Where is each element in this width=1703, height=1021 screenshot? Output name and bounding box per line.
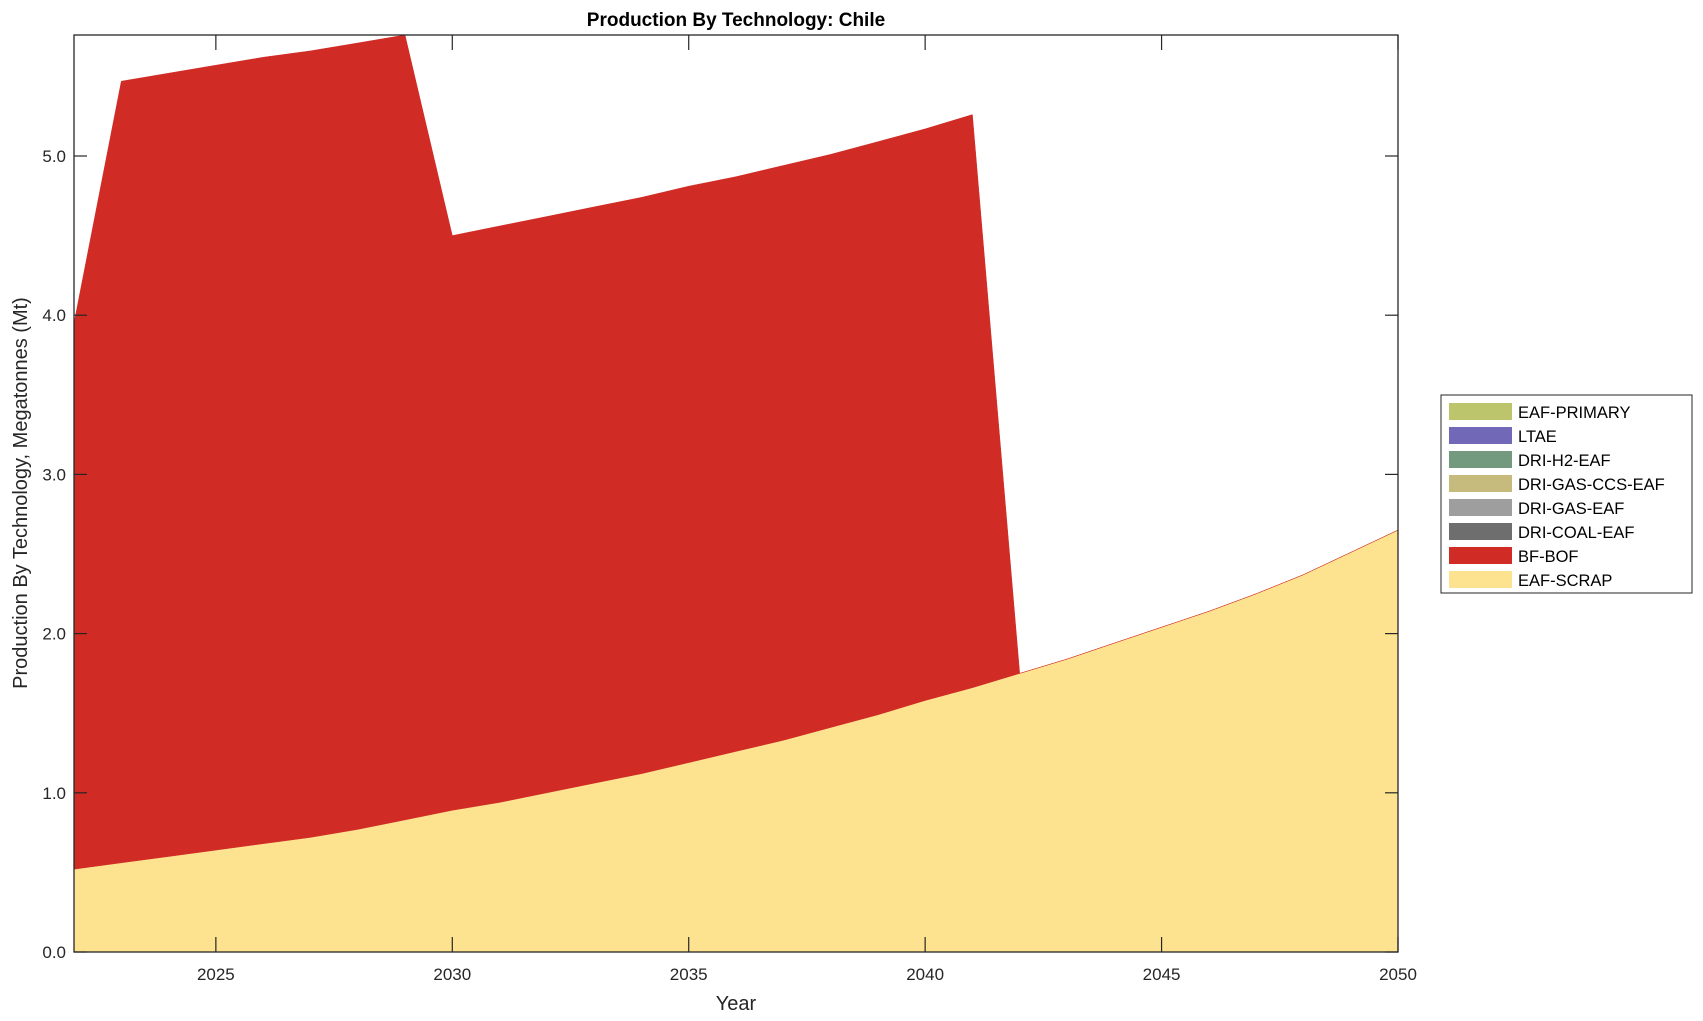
y-tick-label: 5.0	[42, 147, 66, 166]
legend-swatch-dri-gas-ccs-eaf	[1449, 475, 1512, 492]
y-tick-label: 4.0	[42, 306, 66, 325]
x-tick-label: 2025	[197, 965, 235, 984]
y-axis-label: Production By Technology, Megatonnes (Mt…	[10, 297, 32, 689]
area-bf-bof	[73, 34, 1399, 870]
plot-frame	[73, 34, 1399, 953]
legend-swatch-eaf-scrap	[1449, 571, 1512, 588]
legend-swatch-dri-h2-eaf	[1449, 451, 1512, 468]
x-tick-label: 2040	[906, 965, 944, 984]
x-tick-label: 2045	[1143, 965, 1181, 984]
areas-layer	[73, 34, 1399, 953]
legend-label: DRI-H2-EAF	[1518, 452, 1611, 470]
x-axis-label: Year	[716, 993, 757, 1015]
legend-swatch-dri-gas-eaf	[1449, 499, 1512, 516]
legend-label: EAF-PRIMARY	[1518, 404, 1630, 422]
legend-label: DRI-COAL-EAF	[1518, 524, 1634, 542]
legend-label: DRI-GAS-CCS-EAF	[1518, 476, 1665, 494]
x-tick-label: 2030	[433, 965, 471, 984]
legend-swatch-bf-bof	[1449, 547, 1512, 564]
chart-title: Production By Technology: Chile	[587, 10, 885, 31]
y-tick-label: 0.0	[42, 943, 66, 962]
legend-label: BF-BOF	[1518, 548, 1579, 566]
legend-swatch-eaf-primary	[1449, 403, 1512, 420]
x-tick-label: 2035	[670, 965, 708, 984]
legend-label: LTAE	[1518, 428, 1557, 446]
y-tick-label: 3.0	[42, 465, 66, 484]
legend-swatch-dri-coal-eaf	[1449, 523, 1512, 540]
legend-label: DRI-GAS-EAF	[1518, 500, 1624, 518]
y-tick-label: 1.0	[42, 784, 66, 803]
y-tick-label: 2.0	[42, 625, 66, 644]
legend-swatch-ltae	[1449, 427, 1512, 444]
axis-ticks: 2025 2030 2035 2040 2045 2050 0.0 1.0 2.0 3.0 4.0 5…	[42, 35, 1417, 984]
x-tick-label: 2050	[1379, 965, 1417, 984]
legend-label: EAF-SCRAP	[1518, 572, 1612, 590]
legend: EAF-PRIMARY LTAE DRI-H2-EAF DRI-GAS-CCS-EAF…	[1440, 394, 1693, 594]
